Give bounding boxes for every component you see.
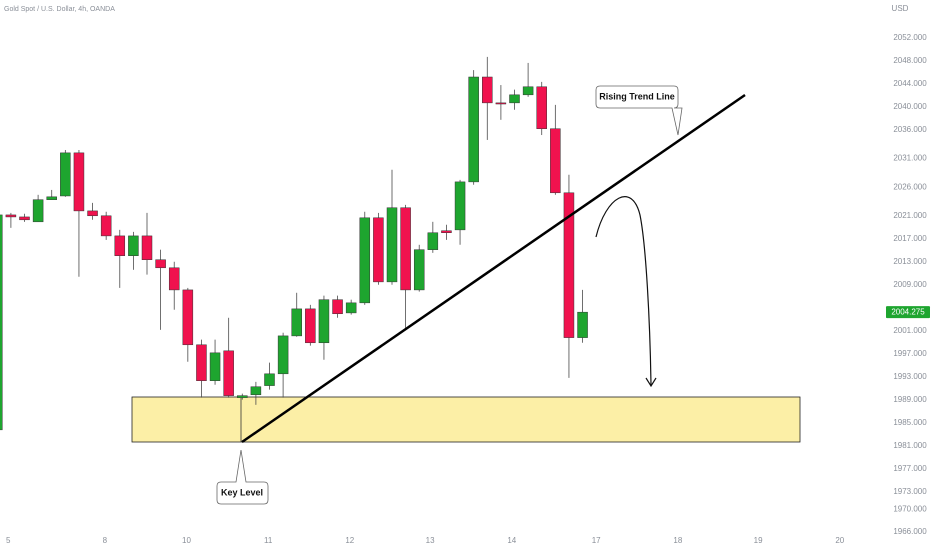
- candle-body: [386, 207, 398, 283]
- chart-title: Gold Spot / U.S. Dollar, 4h, OANDA: [4, 6, 115, 13]
- candle-body: [305, 308, 316, 344]
- candle-body: [168, 267, 180, 291]
- candle-body: [128, 235, 139, 256]
- candle-body: [400, 207, 411, 291]
- last-price-box: [886, 306, 930, 319]
- candle-body: [19, 216, 30, 221]
- candle-body: [5, 214, 17, 218]
- y-tick-label: 2031.000: [893, 154, 927, 163]
- candle-body: [73, 152, 85, 212]
- x-tick-label: 10: [182, 536, 191, 545]
- candle-body: [359, 217, 371, 304]
- candle-body: [550, 128, 561, 194]
- y-tick-label: 1993.000: [893, 372, 927, 381]
- y-tick-label: 2026.000: [893, 182, 927, 191]
- x-tick-label: 8: [103, 536, 108, 545]
- candle-body: [454, 181, 466, 231]
- y-tick-label: 1977.000: [893, 464, 927, 473]
- trend-line: [241, 93, 746, 444]
- x-tick-label: 12: [345, 536, 354, 545]
- y-tick-label: 2036.000: [893, 125, 927, 134]
- y-tick-label: 2009.000: [893, 280, 927, 289]
- candle-body: [223, 350, 234, 396]
- y-tick-label: 2040.000: [893, 102, 927, 111]
- candle-body: [468, 76, 479, 183]
- y-tick-label: 1970.000: [893, 504, 927, 513]
- candle-body: [264, 373, 275, 386]
- key-level-zone: [131, 396, 801, 443]
- candle-body: [182, 289, 194, 346]
- currency-label: USD: [892, 4, 909, 13]
- y-tick-label: 2017.000: [893, 234, 927, 243]
- key-level-callout-text: Key Level: [221, 487, 263, 497]
- candle-body: [577, 311, 588, 338]
- key-level-callout: [216, 449, 269, 505]
- candle-body: [250, 386, 262, 396]
- candle-body: [441, 230, 452, 233]
- candle-body: [345, 302, 357, 314]
- x-tick-label: 19: [754, 536, 763, 545]
- trend-callout: [595, 85, 683, 136]
- x-tick-label: 20: [835, 536, 844, 545]
- x-tick-label: 11: [264, 536, 273, 545]
- candle-body: [100, 215, 112, 237]
- candle-body: [277, 335, 289, 375]
- candle-body: [114, 235, 126, 256]
- x-tick-label: 18: [673, 536, 682, 545]
- candle-body: [155, 259, 166, 269]
- candle-body: [0, 214, 3, 431]
- x-tick-label: 14: [507, 536, 516, 545]
- x-tick-label: 5: [6, 536, 11, 545]
- y-tick-label: 2052.000: [893, 33, 927, 42]
- y-tick-label: 1966.000: [893, 527, 927, 536]
- candle-body: [141, 235, 153, 260]
- y-tick-label: 1981.000: [893, 441, 927, 450]
- candle-body: [373, 217, 384, 283]
- candle-body: [332, 299, 343, 315]
- candle-body: [522, 86, 534, 96]
- candle-body: [60, 152, 71, 197]
- y-tick-label: 2013.000: [893, 257, 927, 266]
- x-tick-label: 13: [426, 536, 435, 545]
- projection-arrow: [595, 196, 652, 386]
- candle-body: [509, 94, 520, 104]
- arrow-head: [645, 377, 657, 388]
- candle-body: [318, 299, 330, 344]
- y-tick-label: 2021.000: [893, 211, 927, 220]
- candle-body: [495, 102, 507, 105]
- y-tick-label: 1989.000: [893, 395, 927, 404]
- candle-body: [32, 199, 44, 223]
- y-tick-label: 1997.000: [893, 349, 927, 358]
- candles: [0, 56, 588, 431]
- trend-callout-text: Rising Trend Line: [599, 91, 675, 101]
- candle-body: [209, 352, 221, 381]
- candle-body: [563, 192, 575, 338]
- y-tick-label: 1973.000: [893, 487, 927, 496]
- last-price-label: 2004.275: [891, 307, 925, 316]
- candle-body: [482, 76, 493, 104]
- y-tick-label: 2044.000: [893, 79, 927, 88]
- candle-body: [536, 86, 547, 129]
- candle-body: [237, 395, 248, 398]
- candle-body: [46, 196, 57, 200]
- y-tick-label: 2048.000: [893, 56, 927, 65]
- candle-body: [413, 249, 425, 291]
- x-tick-label: 17: [592, 536, 601, 545]
- y-tick-label: 2001.000: [893, 326, 927, 335]
- y-tick-label: 1985.000: [893, 418, 927, 427]
- candle-body: [291, 308, 302, 337]
- candle-body: [196, 344, 207, 381]
- candle-body: [427, 232, 439, 250]
- candle-body: [87, 210, 98, 217]
